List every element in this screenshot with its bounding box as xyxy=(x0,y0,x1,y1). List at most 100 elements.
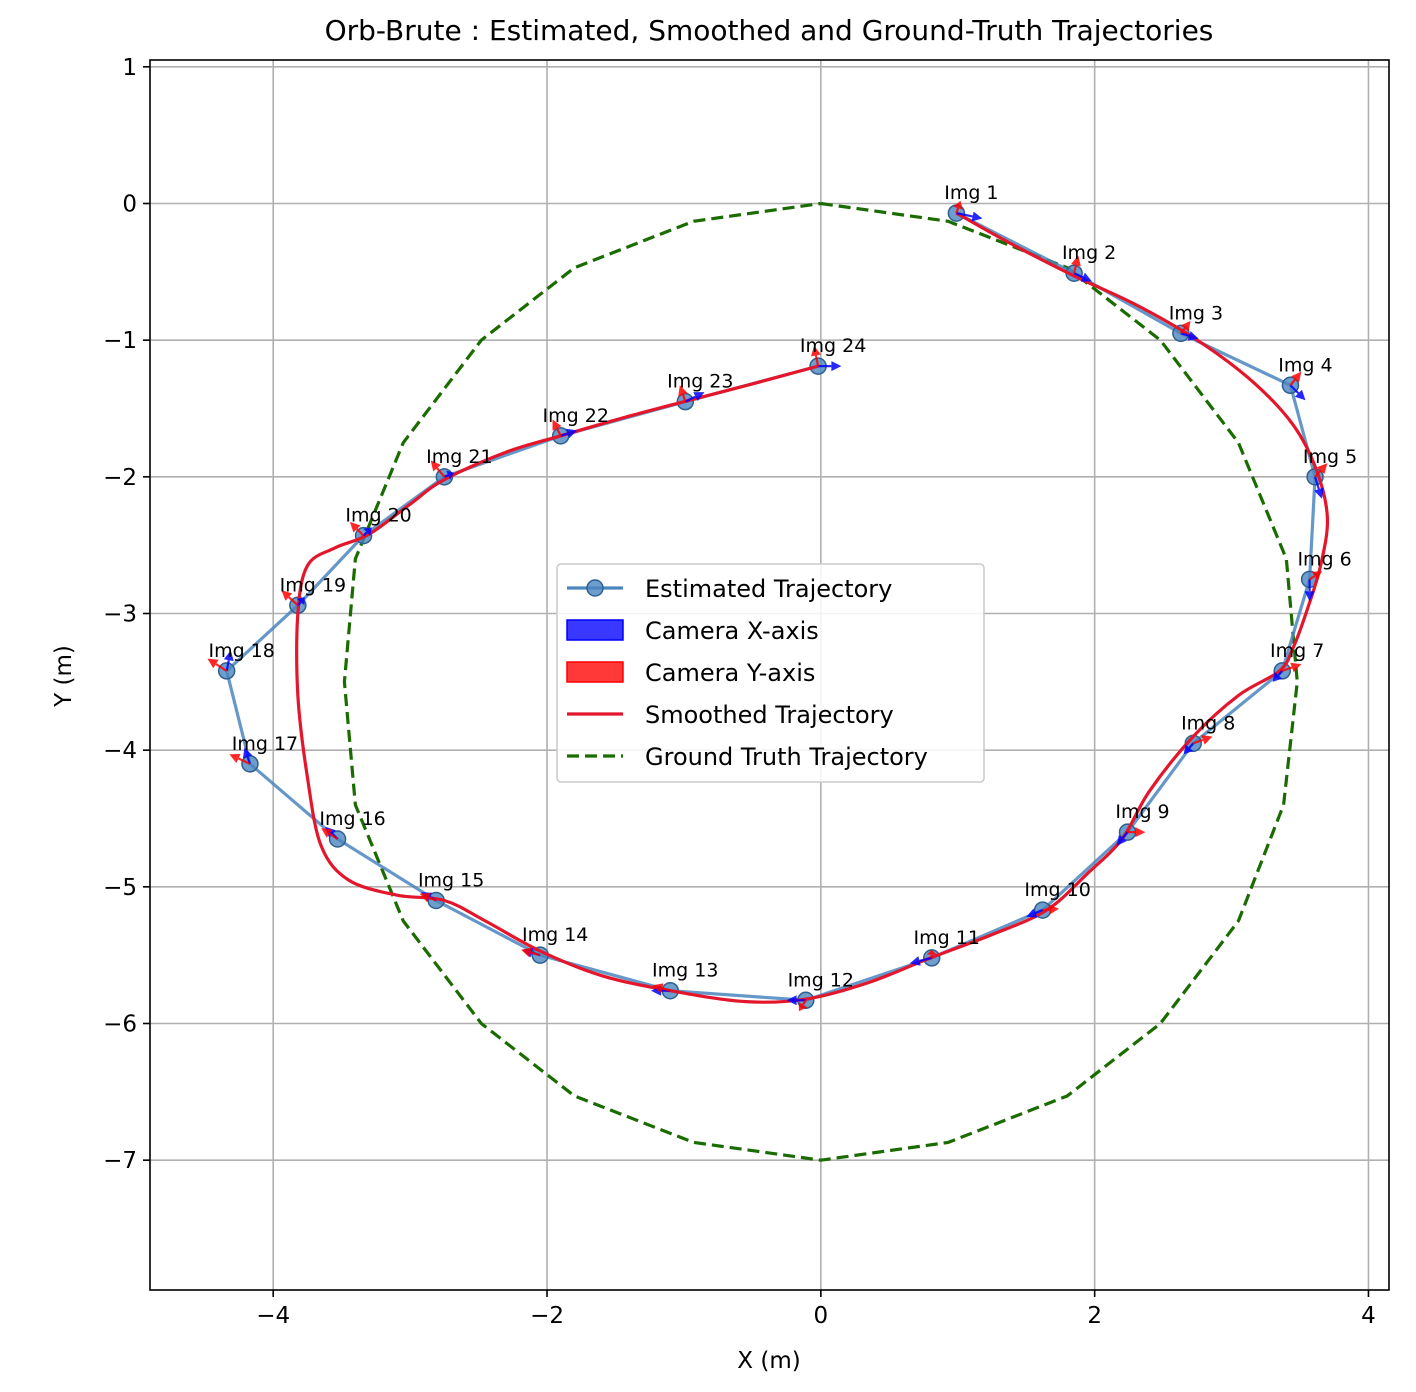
camera-y-arrow-shaft xyxy=(238,757,251,765)
camera-x-arrow xyxy=(684,392,705,403)
point-label: Img 8 xyxy=(1181,712,1235,734)
camera-x-arrow-head xyxy=(1304,591,1315,602)
camera-y-arrow-head xyxy=(1071,255,1081,267)
point-label: Img 4 xyxy=(1278,354,1332,376)
camera-y-arrow-head xyxy=(811,345,821,357)
camera-x-arrow xyxy=(560,428,578,439)
camera-x-arrow-head xyxy=(909,956,921,966)
camera-y-arrow-shaft xyxy=(802,999,807,1006)
camera-y-arrow xyxy=(1127,827,1146,838)
camera-y-arrow-head xyxy=(798,1001,808,1012)
camera-x-arrow-shaft xyxy=(1188,742,1195,749)
camera-x-arrow xyxy=(1026,908,1044,918)
camera-y-arrow-shaft xyxy=(428,896,437,902)
y-tick-label: −5 xyxy=(103,875,137,901)
camera-x-arrow-shaft xyxy=(1180,332,1190,337)
camera-x-arrow-head xyxy=(971,211,983,222)
camera-y-arrow xyxy=(1180,321,1191,335)
camera-y-arrow-shaft xyxy=(328,832,339,840)
camera-y-arrow-shaft xyxy=(288,596,299,607)
camera-y-arrow-shaft xyxy=(1180,327,1186,335)
y-tick-label: −3 xyxy=(103,602,137,628)
camera-x-arrow-shaft xyxy=(1073,272,1084,279)
point-label: Img 21 xyxy=(426,446,492,468)
camera-y-arrow-head xyxy=(1316,463,1328,474)
camera-y-arrow-shaft xyxy=(356,528,365,537)
point-label: Img 18 xyxy=(208,640,274,662)
y-tick-label: −4 xyxy=(103,738,137,764)
camera-x-arrow-shaft xyxy=(1121,831,1129,839)
camera-y-arrow-head xyxy=(1311,571,1322,581)
camera-y-arrow-head xyxy=(229,753,241,764)
camera-y-arrow-shaft xyxy=(1289,378,1296,386)
legend-item: Camera X-axis xyxy=(566,617,819,645)
camera-x-arrow xyxy=(1314,476,1324,499)
y-tick-label: −6 xyxy=(103,1012,137,1038)
camera-y-arrow-head xyxy=(419,892,431,903)
point-label: Img 15 xyxy=(418,870,484,892)
camera-y-arrow xyxy=(419,892,437,903)
ground-truth-series xyxy=(342,201,1299,1162)
camera-y-arrow-head xyxy=(1135,827,1146,838)
camera-x-arrow-head xyxy=(693,392,705,402)
camera-x-arrow-head xyxy=(223,650,234,662)
legend-label: Camera X-axis xyxy=(645,617,819,645)
point-label: Img 1 xyxy=(944,182,998,204)
camera-x-arrow-head xyxy=(446,470,454,480)
camera-y-arrow xyxy=(1308,571,1322,581)
camera-y-arrow xyxy=(1289,371,1302,386)
camera-y-arrow-head xyxy=(1290,662,1302,673)
chart-title: Orb-Brute : Estimated, Smoothed and Grou… xyxy=(325,14,1214,47)
camera-x-arrow-head xyxy=(296,597,305,606)
y-tick-label: 0 xyxy=(122,192,137,218)
camera-y-arrow-head xyxy=(1201,735,1213,745)
camera-x-arrow xyxy=(786,995,806,1006)
camera-x-arrow xyxy=(1272,670,1284,682)
camera-y-arrow-shaft xyxy=(1042,908,1050,912)
camera-x-arrow-head xyxy=(363,527,372,536)
camera-y-arrow-head xyxy=(953,200,963,210)
camera-y-arrow-shaft xyxy=(1314,469,1322,478)
camera-x-arrow-head xyxy=(786,995,797,1006)
point-label: Img 5 xyxy=(1303,446,1357,468)
camera-x-arrow xyxy=(1073,272,1092,282)
camera-x-arrow-head xyxy=(1294,389,1306,401)
camera-y-arrow xyxy=(678,385,688,403)
legend: Estimated Trajectory Camera X-axis Camera … xyxy=(556,563,985,783)
camera-y-arrow-head xyxy=(430,460,441,472)
y-tick-label: −1 xyxy=(103,328,137,354)
x-tick-label: −4 xyxy=(256,1303,290,1329)
camera-x-arrow-shaft xyxy=(225,659,230,672)
camera-y-arrow xyxy=(1192,735,1213,745)
camera-y-arrow xyxy=(321,828,339,840)
camera-x-arrow-head xyxy=(1116,834,1127,846)
camera-y-arrow-head xyxy=(652,983,664,993)
estimated-line xyxy=(224,211,1317,1002)
camera-x-arrow xyxy=(443,470,454,480)
ground-truth-line xyxy=(342,201,1299,1162)
camera-y-arrow xyxy=(1281,662,1302,673)
camera-y-arrow-head xyxy=(321,828,333,838)
camera-x-arrow xyxy=(1289,384,1306,401)
camera-y-arrow-head xyxy=(521,947,533,958)
camera-x-arrow xyxy=(1304,579,1315,602)
point-label: Img 3 xyxy=(1169,302,1223,324)
point-label: Img 14 xyxy=(522,924,588,946)
camera-x-arrow-shaft xyxy=(1314,476,1320,490)
camera-y-arrow xyxy=(652,983,671,993)
legend-label: Smoothed Trajectory xyxy=(645,701,894,729)
camera-x-arrow xyxy=(1116,831,1129,846)
camera-x-arrow-shaft xyxy=(919,956,933,963)
camera-x-arrow xyxy=(1183,742,1195,755)
camera-y-arrow xyxy=(552,419,562,437)
camera-y-arrow-shaft xyxy=(215,663,228,672)
x-tick-label: 0 xyxy=(814,1303,829,1329)
point-label: Img 12 xyxy=(788,969,854,991)
legend-label: Estimated Trajectory xyxy=(645,575,892,603)
camera-y-arrow-shaft xyxy=(1281,666,1293,672)
camera-y-arrow xyxy=(798,999,808,1012)
camera-x-arrow-head xyxy=(1272,671,1283,682)
camera-y-arrow xyxy=(281,590,299,607)
camera-x-arrow xyxy=(818,361,842,372)
